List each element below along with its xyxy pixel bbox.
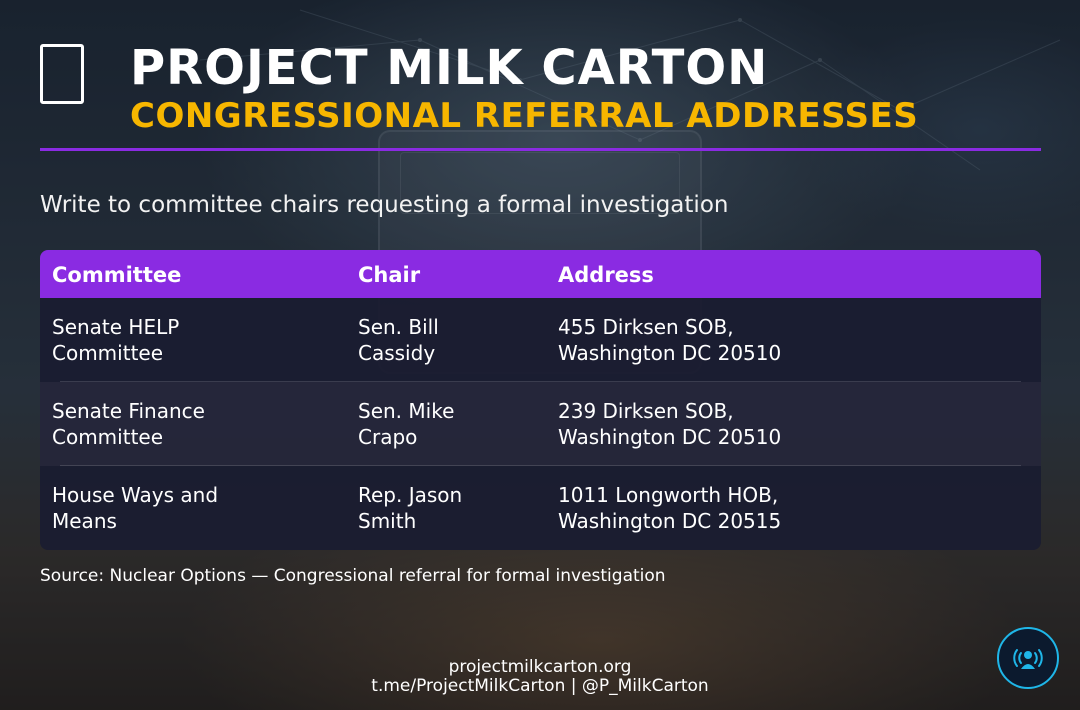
- broadcast-person-glyph: [1013, 649, 1043, 669]
- chair-cell: Sen. Mike Crapo: [358, 398, 538, 450]
- column-header-chair: Chair: [358, 263, 421, 287]
- chair-cell: Sen. Bill Cassidy: [358, 314, 538, 366]
- intro-text: Write to committee chairs requesting a f…: [40, 192, 729, 218]
- committee-line: Committee: [52, 425, 164, 449]
- address-line: Washington DC 20515: [558, 509, 782, 533]
- committee-line: Senate Finance: [52, 399, 205, 423]
- address-cell: 1011 Longworth HOB, Washington DC 20515: [558, 482, 978, 534]
- table-row: Senate HELP Committee Sen. Bill Cassidy …: [40, 298, 1041, 382]
- column-header-address: Address: [558, 263, 654, 287]
- committee-line: Senate HELP: [52, 315, 180, 339]
- footer-website: projectmilkcarton.org: [448, 657, 632, 677]
- chair-line: Smith: [358, 509, 417, 533]
- address-line: 1011 Longworth HOB,: [558, 483, 779, 507]
- column-header-committee: Committee: [52, 263, 182, 287]
- footer: projectmilkcarton.org t.me/ProjectMilkCa…: [0, 658, 1080, 696]
- chair-line: Sen. Bill: [358, 315, 439, 339]
- row-divider: [60, 381, 1021, 382]
- address-line: Washington DC 20510: [558, 341, 782, 365]
- chair-line: Crapo: [358, 425, 418, 449]
- chair-line: Cassidy: [358, 341, 436, 365]
- chair-line: Sen. Mike: [358, 399, 455, 423]
- address-cell: 455 Dirksen SOB, Washington DC 20510: [558, 314, 978, 366]
- table-row: House Ways and Means Rep. Jason Smith 10…: [40, 466, 1041, 550]
- broadcast-person-icon: [997, 627, 1059, 689]
- row-divider: [60, 465, 1021, 466]
- table-header-row: Committee Chair Address: [40, 250, 1041, 298]
- address-line: 455 Dirksen SOB,: [558, 315, 734, 339]
- committee-line: Means: [52, 509, 117, 533]
- page-subtitle: CONGRESSIONAL REFERRAL ADDRESSES: [130, 96, 919, 136]
- chair-cell: Rep. Jason Smith: [358, 482, 538, 534]
- referral-table: Committee Chair Address Senate HELP Comm…: [40, 250, 1041, 550]
- source-note: Source: Nuclear Options — Congressional …: [40, 566, 666, 586]
- committee-cell: Senate HELP Committee: [52, 314, 312, 366]
- milk-carton-icon: [40, 44, 84, 104]
- footer-social: t.me/ProjectMilkCarton | @P_MilkCarton: [371, 676, 709, 696]
- committee-line: House Ways and: [52, 483, 219, 507]
- address-cell: 239 Dirksen SOB, Washington DC 20510: [558, 398, 978, 450]
- committee-line: Committee: [52, 341, 164, 365]
- page-title: PROJECT MILK CARTON: [130, 40, 769, 96]
- address-line: Washington DC 20510: [558, 425, 782, 449]
- header-divider: [40, 148, 1041, 151]
- committee-cell: Senate Finance Committee: [52, 398, 312, 450]
- committee-cell: House Ways and Means: [52, 482, 312, 534]
- chair-line: Rep. Jason: [358, 483, 463, 507]
- table-row: Senate Finance Committee Sen. Mike Crapo…: [40, 382, 1041, 466]
- address-line: 239 Dirksen SOB,: [558, 399, 734, 423]
